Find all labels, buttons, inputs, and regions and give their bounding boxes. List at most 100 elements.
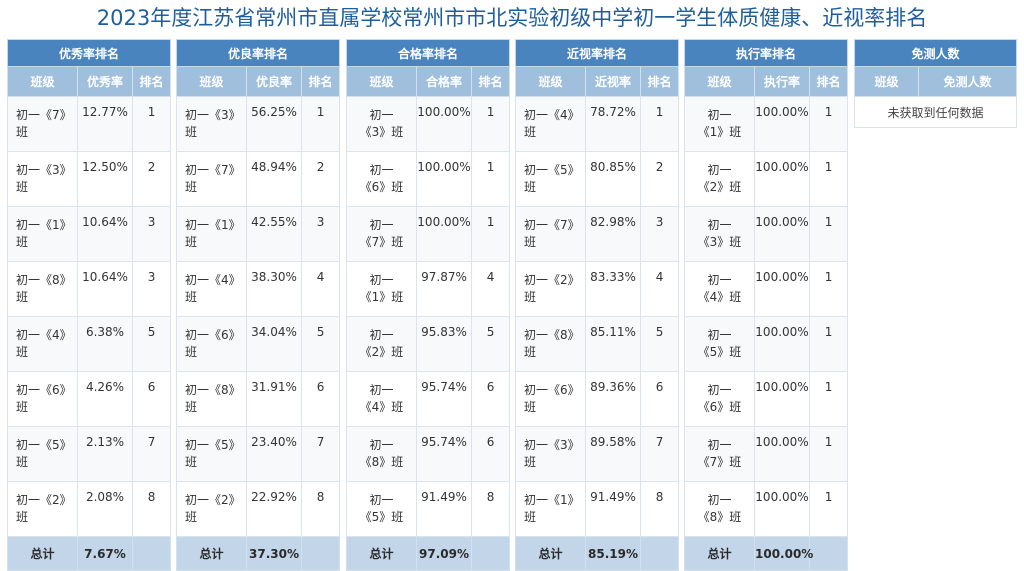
rank-cell: 5 [639,316,680,372]
class-name-line2: 《1》班 [697,125,742,139]
rate-cell: 42.55% [246,206,302,262]
class-name-line2: 《1》班 [359,290,404,304]
table-row: 初一《4》班 78.72% 1 [515,96,680,152]
table-row: 初一 《7》班 100.00% 1 [346,206,511,262]
class-name-line1: 初一 [369,383,394,397]
class-cell: 初一《6》班 [7,371,78,427]
class-name-line2: 《3》班 [359,125,404,139]
class-name-line2: 班 [185,235,198,249]
rank-cell: 4 [300,261,341,317]
rank-cell: 6 [470,371,511,427]
class-name-line2: 班 [16,455,29,469]
table-row: 初一 《3》班 100.00% 1 [684,206,849,262]
rate-cell: 91.49% [416,481,472,537]
class-name-line1: 初一 [707,383,732,397]
rate-cell: 23.40% [246,426,302,482]
class-name-line2: 班 [185,510,198,524]
total-label: 总计 [515,536,586,571]
class-cell: 初一《8》班 [176,371,247,427]
total-row: 总计 100.00% [684,536,849,571]
class-name-line1: 初一《5》 [185,438,241,452]
table-row: 初一《3》班 89.58% 7 [515,426,680,482]
class-name-line2: 《5》班 [697,345,742,359]
excellent-rate-table: 优秀率排名 班级 优秀率 排名 初一《7》班 12.77% 1 初一《3》班 12.50% 2 初一… [6,39,172,571]
table-row: 初一《3》班 12.50% 2 [7,151,172,207]
total-label: 总计 [7,536,78,571]
class-name-line1: 初一《5》 [524,163,580,177]
rank-cell: 8 [131,481,172,537]
rate-cell: 100.00% [416,206,472,262]
class-name-line1: 初一《3》 [185,108,241,122]
col-value-header: 执行率 [754,66,810,97]
myopia-rate-table-panel: 近视率排名 班级 近视率 排名 初一《4》班 78.72% 1 初一《5》班 80.85% 2 初一… [514,39,680,571]
rank-cell: 4 [639,261,680,317]
col-value-header: 优良率 [246,66,302,97]
rank-cell: 1 [131,96,172,152]
good-rate-table: 优良率排名 班级 优良率 排名 初一《3》班 56.25% 1 初一《7》班 48.94% 2 初一… [175,39,341,571]
rank-cell: 8 [300,481,341,537]
rank-cell: 2 [131,151,172,207]
class-name-line2: 班 [185,180,198,194]
class-name-line1: 初一《8》 [524,328,580,342]
class-cell: 初一《1》班 [515,481,586,537]
total-rank-empty [131,536,172,571]
total-rank-empty [808,536,849,571]
rate-cell: 82.98% [585,206,641,262]
rate-cell: 95.74% [416,371,472,427]
table-row: 初一 《2》班 100.00% 1 [684,151,849,207]
table-row: 初一《1》班 91.49% 8 [515,481,680,537]
rank-cell: 6 [300,371,341,427]
class-name-line1: 初一《6》 [524,383,580,397]
class-name-line2: 班 [16,125,29,139]
total-label: 总计 [176,536,247,571]
rank-cell: 1 [808,96,849,152]
exempt-col-class: 班级 [854,66,919,97]
class-name-line2: 班 [185,400,198,414]
class-name-line1: 初一 [707,438,732,452]
rate-cell: 95.74% [416,426,472,482]
table-row: 初一《4》班 38.30% 4 [176,261,341,317]
rate-cell: 100.00% [416,96,472,152]
table-row: 初一 《4》班 100.00% 1 [684,261,849,317]
empty-message: 未获取到任何数据 [853,96,1018,128]
table-row: 初一《2》班 22.92% 8 [176,481,341,537]
class-name-line1: 初一 [707,108,732,122]
class-cell: 初一《3》班 [346,96,417,152]
table-row: 初一 《7》班 100.00% 1 [684,426,849,482]
class-cell: 初一《6》班 [346,151,417,207]
class-name-line2: 班 [16,400,29,414]
rank-cell: 5 [131,316,172,372]
rank-cell: 3 [300,206,341,262]
class-name-line1: 初一《1》 [524,493,580,507]
class-name-line1: 初一《2》 [524,273,580,287]
table-row: 初一《8》班 85.11% 5 [515,316,680,372]
class-name-line2: 班 [524,180,537,194]
table-heading: 执行率排名 [683,39,849,67]
class-name-line1: 初一《1》 [185,218,241,232]
rate-cell: 100.00% [754,261,810,317]
rate-cell: 85.11% [585,316,641,372]
class-cell: 初一《5》班 [515,151,586,207]
class-cell: 初一《2》班 [515,261,586,317]
page-title: 2023年度江苏省常州市直属学校常州市市北实验初级中学初一学生体质健康、近视率排… [96,6,928,30]
rate-cell: 2.08% [77,481,133,537]
rank-cell: 7 [639,426,680,482]
table-row: 初一《5》班 2.13% 7 [7,426,172,482]
rank-cell: 3 [639,206,680,262]
good-rate-table-panel: 优良率排名 班级 优良率 排名 初一《3》班 56.25% 1 初一《7》班 48.94% 2 初一… [175,39,341,571]
rank-cell: 6 [639,371,680,427]
rank-cell: 8 [470,481,511,537]
class-name-line1: 初一《6》 [185,328,241,342]
class-name-line1: 初一《1》 [16,218,72,232]
col-class-header: 班级 [346,66,417,97]
rank-cell: 1 [808,481,849,537]
rate-cell: 100.00% [754,151,810,207]
class-name-line2: 《6》班 [697,400,742,414]
class-name-line1: 初一 [369,163,394,177]
rate-cell: 100.00% [754,481,810,537]
table-row: 初一《7》班 82.98% 3 [515,206,680,262]
class-name-line1: 初一 [707,493,732,507]
class-name-line1: 初一《8》 [16,273,72,287]
rate-cell: 12.77% [77,96,133,152]
class-name-line2: 《8》班 [359,455,404,469]
